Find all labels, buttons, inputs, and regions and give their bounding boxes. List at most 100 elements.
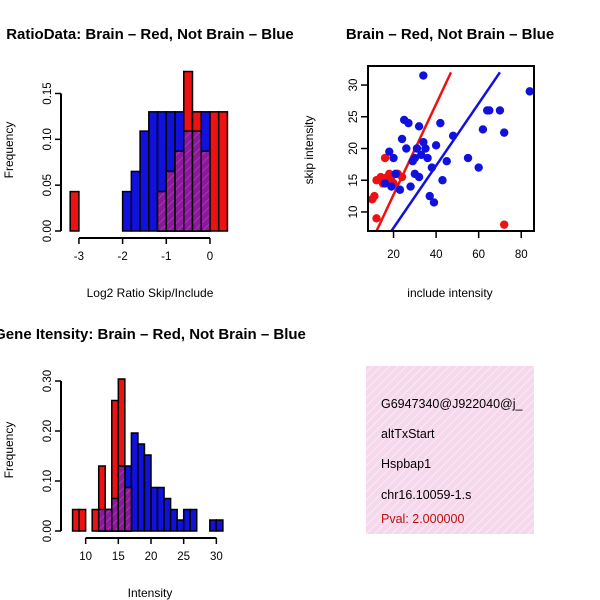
intensity-scatter-xlabel: include intensity — [407, 286, 492, 300]
bar-overlap — [174, 150, 185, 232]
point-not-brain — [402, 144, 411, 153]
bar-overlap — [97, 508, 107, 532]
point-brain — [370, 191, 379, 201]
bar-not-brain — [121, 190, 133, 232]
fit-line-not-brain — [390, 71, 501, 231]
y-tick-label: 0.05 — [42, 174, 54, 196]
event-info-panel: G6947340@J922040@j_ altTxStart Hspbap1 c… — [366, 366, 534, 534]
intensity-scatter-title: Brain – Red, Not Brain – Blue — [346, 26, 554, 43]
ratio-histogram-axes: -3 -2 -1 0 0.00 0.05 0.10 0.15 — [42, 82, 213, 263]
intensity-histogram-ylabel: Frequency — [2, 422, 16, 479]
x-tick-label: 20 — [145, 551, 158, 563]
y-tick-label: 0.10 — [42, 128, 54, 150]
point-not-brain — [438, 176, 447, 185]
x-tick-label: 30 — [210, 551, 223, 563]
x-tick-label: -3 — [74, 251, 84, 263]
event-id: G6947340@J922040@j_ — [381, 397, 524, 411]
bar-not-brain — [137, 443, 146, 532]
point-not-brain — [395, 185, 405, 194]
point-not-brain — [495, 106, 505, 115]
point-brain — [376, 172, 385, 182]
y-tick-label: 0.15 — [42, 82, 54, 104]
y-tick-label: 10 — [348, 206, 360, 219]
point-not-brain — [391, 169, 400, 179]
point-not-brain — [397, 134, 407, 144]
bar-not-brain — [143, 454, 152, 532]
point-not-brain — [431, 141, 441, 150]
ratio-histogram-title: RatioData: Brain – Red, Not Brain – Blue — [6, 26, 294, 43]
point-not-brain — [404, 118, 413, 128]
bar-brain — [91, 508, 100, 532]
bar-overlap — [111, 497, 120, 532]
bar-not-brain — [189, 508, 198, 532]
y-tick-label: 15 — [348, 174, 360, 187]
bar-not-brain — [209, 519, 218, 532]
gene-name: Hspbap1 — [381, 457, 431, 471]
bar-overlap — [124, 486, 133, 532]
point-brain — [397, 172, 407, 182]
y-tick-label: 0.10 — [42, 470, 54, 492]
point-brain — [500, 220, 509, 229]
intensity-scatter-ylabel: skip intensity — [302, 116, 316, 185]
point-not-brain — [414, 122, 424, 131]
bar-brain — [217, 111, 229, 232]
p-value: Pval: 2.000000 — [381, 512, 464, 526]
bar-brain — [71, 508, 80, 532]
bar-overlap — [117, 465, 126, 532]
point-not-brain — [448, 131, 458, 141]
ratio-histogram: RatioData: Brain – Red, Not Brain – Blue… — [2, 26, 294, 300]
bar-not-brain — [169, 508, 178, 532]
point-not-brain — [380, 179, 390, 188]
ratio-histogram-xlabel: Log2 Ratio Skip/Include — [87, 286, 214, 300]
fit-line-brain — [375, 71, 453, 231]
point-not-brain — [525, 87, 534, 96]
point-not-brain — [421, 144, 430, 153]
x-tick-label: 10 — [79, 551, 92, 563]
bar-overlap — [104, 508, 113, 532]
bar-brain — [69, 190, 80, 232]
bar-not-brain — [182, 508, 191, 532]
point-not-brain — [425, 191, 434, 201]
point-not-brain — [419, 137, 428, 147]
y-tick-label: 25 — [348, 110, 360, 123]
bar-not-brain — [150, 486, 159, 532]
point-not-brain — [417, 150, 426, 160]
y-tick-label: 20 — [348, 142, 360, 155]
point-not-brain — [389, 153, 398, 163]
y-tick-label: 0.20 — [42, 420, 54, 442]
x-tick-label: 80 — [515, 249, 528, 261]
point-not-brain — [500, 128, 509, 137]
bar-not-brain — [176, 519, 185, 532]
intensity-histogram-xlabel: Intensity — [128, 586, 173, 600]
x-tick-label: 60 — [472, 249, 485, 261]
y-tick-label: 30 — [348, 79, 360, 92]
bar-not-brain — [215, 519, 224, 532]
bar-not-brain — [163, 497, 172, 532]
bar-overlap — [165, 170, 176, 232]
bar-brain — [78, 508, 87, 532]
point-not-brain — [423, 153, 432, 163]
event-type: altTxStart — [381, 427, 435, 441]
intensity-histogram: Gene Itensity: Brain – Red, Not Brain – … — [0, 326, 306, 600]
bar-overlap — [200, 150, 211, 232]
bar-not-brain — [156, 486, 165, 532]
point-not-brain — [485, 106, 494, 115]
intensity-scatter-axes: 20 40 60 80 10 15 20 25 30 — [348, 79, 528, 261]
y-tick-label: 0.00 — [42, 220, 54, 242]
y-tick-label: 0.00 — [42, 520, 54, 542]
intensity-scatter-frame — [367, 65, 535, 232]
point-not-brain — [406, 182, 415, 191]
x-tick-label: 0 — [207, 251, 213, 263]
point-brain — [372, 214, 381, 223]
bar-overlap — [191, 130, 202, 232]
bar-overlap — [156, 190, 168, 232]
ratio-histogram-bars — [69, 70, 229, 232]
point-not-brain — [436, 118, 445, 128]
intensity-scatter-points — [368, 71, 534, 231]
x-tick-label: -2 — [117, 251, 127, 263]
point-brain — [380, 153, 390, 163]
gene-location: chr16.10059-1.s — [381, 488, 471, 502]
point-not-brain — [385, 147, 394, 156]
point-not-brain — [419, 71, 428, 80]
